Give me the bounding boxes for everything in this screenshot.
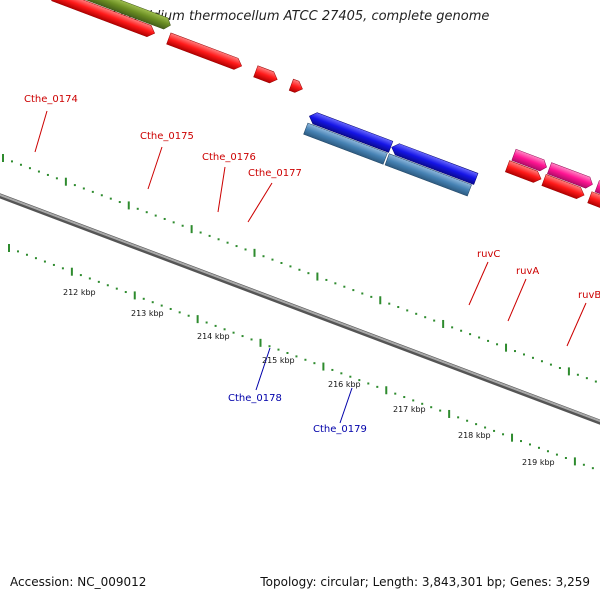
gene-arrow-ruva <box>546 162 593 189</box>
gene-label-cthe-0175: Cthe_0175 <box>140 131 194 142</box>
cds-arrow-cthe-0176 <box>253 65 278 84</box>
scale-label-214: 214 kbp <box>197 332 230 341</box>
accession-text: Accession: NC_009012 <box>10 575 147 589</box>
backbone <box>0 193 600 425</box>
cds-arrow-ruva <box>541 174 585 199</box>
scale-label-215: 215 kbp <box>262 356 295 365</box>
label-callouts <box>34 110 587 424</box>
gene-arrow-cthe-0178 <box>309 112 394 153</box>
gene-label-cthe-0177: Cthe_0177 <box>248 168 302 179</box>
gene-arrow-cthe-0174 <box>55 0 171 30</box>
gene-arrow-ruvb <box>594 180 600 217</box>
scale-label-217: 217 kbp <box>393 405 426 414</box>
gene-label-ruvb: ruvB <box>578 290 600 301</box>
scale-label-216: 216 kbp <box>328 380 361 389</box>
gene-arrow-ruvc <box>511 148 547 172</box>
cds-arrow-cthe-0178 <box>303 122 388 165</box>
scale-label-218: 218 kbp <box>458 431 491 440</box>
gene-label-cthe-0174: Cthe_0174 <box>24 94 78 105</box>
scale-label-213: 213 kbp <box>131 309 164 318</box>
outer-tick-row <box>2 154 597 383</box>
cds-arrow-cthe-0175 <box>166 32 243 70</box>
topology-summary: Topology: circular; Length: 3,843,301 bp… <box>260 575 590 589</box>
scale-label-212: 212 kbp <box>63 288 96 297</box>
cds-arrow-cthe-0174 <box>51 0 156 37</box>
gene-label-ruva: ruvA <box>516 266 539 277</box>
cds-arrow-cthe-0177 <box>288 78 303 93</box>
gene-label-cthe-0176: Cthe_0176 <box>202 152 256 163</box>
cds-arrow-ruvc <box>504 160 542 183</box>
scale-label-219: 219 kbp <box>522 458 555 467</box>
cds-arrow-cthe-0179 <box>384 153 472 197</box>
gene-label-ruvc: ruvC <box>477 249 500 260</box>
gene-label-cthe-0179: Cthe_0179 <box>313 424 367 435</box>
cds-arrow-ruvb <box>587 191 600 227</box>
map-title: Clostridium thermocellum ATCC 27405, com… <box>110 9 490 24</box>
gene-arrow-cthe-0179 <box>391 143 479 185</box>
gene-label-cthe-0178: Cthe_0178 <box>228 393 282 404</box>
inner-tick-row <box>8 244 594 470</box>
